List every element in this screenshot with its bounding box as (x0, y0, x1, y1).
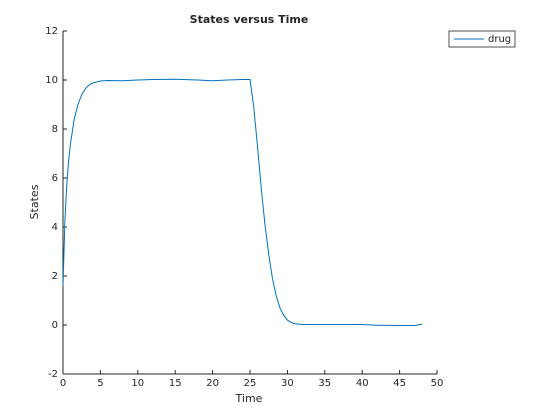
x-tick-label: 5 (97, 378, 103, 389)
chart-title: States versus Time (190, 13, 309, 26)
x-tick-label: 15 (169, 378, 182, 389)
y-tick-label: -2 (48, 369, 58, 380)
x-tick-label: 30 (281, 378, 294, 389)
y-tick-label: 12 (45, 26, 58, 37)
y-tick-label: 10 (45, 75, 58, 86)
x-tick-label: 50 (431, 378, 444, 389)
x-tick-label: 0 (60, 378, 66, 389)
y-tick-label: 4 (52, 222, 58, 233)
x-tick-label: 10 (131, 378, 144, 389)
y-tick-label: 2 (52, 271, 58, 282)
x-tick-label: 45 (393, 378, 406, 389)
x-tick-label: 35 (318, 378, 331, 389)
legend-label: drug (488, 34, 511, 45)
y-axis-label: States (28, 184, 41, 219)
x-tick-label: 20 (206, 378, 219, 389)
y-tick-label: 8 (52, 124, 58, 135)
data-line (62, 78, 423, 326)
y-tick-label: 6 (52, 173, 58, 184)
x-tick-label: 25 (244, 378, 257, 389)
x-tick-label: 40 (356, 378, 369, 389)
y-tick-label: 0 (52, 320, 58, 331)
x-axis-label: Time (235, 392, 263, 405)
